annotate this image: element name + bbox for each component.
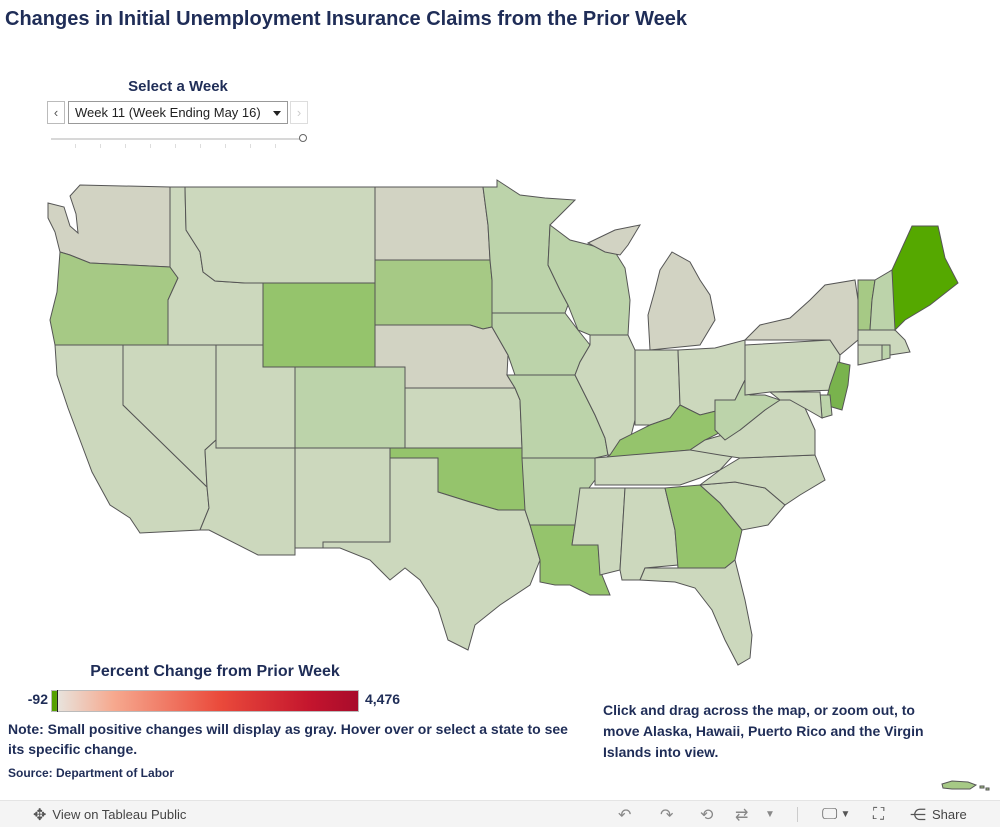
slider-tick — [225, 144, 226, 148]
slider-tick — [175, 144, 176, 148]
undo-button[interactable]: ↶ — [618, 801, 631, 828]
share-icon: ⋲ — [910, 806, 926, 824]
us-state-map[interactable] — [0, 170, 1000, 670]
state-MI[interactable] — [586, 224, 716, 351]
state-AZ[interactable] — [199, 438, 296, 556]
download-icon: 🖵 — [822, 805, 838, 823]
dashboard-title: Changes in Initial Unemployment Insuranc… — [5, 8, 688, 30]
state-WY[interactable] — [262, 282, 376, 368]
source-text: Source: Department of Labor — [8, 766, 175, 780]
refresh-button[interactable]: ⇄ — [735, 801, 748, 828]
state-NY[interactable] — [743, 279, 859, 356]
week-dropdown-value: Week 11 (Week Ending May 16) — [75, 105, 261, 120]
dropdown-caret-icon — [273, 111, 281, 116]
undo-icon: ↶ — [618, 806, 632, 824]
state-NH[interactable] — [869, 269, 896, 331]
slider-tick — [100, 144, 101, 148]
slider-tick — [125, 144, 126, 148]
legend-title: Percent Change from Prior Week — [90, 663, 340, 680]
state-NJ[interactable] — [824, 361, 851, 411]
note-text: Note: Small positive changes will displa… — [8, 721, 568, 757]
state-MD[interactable] — [768, 391, 823, 419]
state-NC[interactable] — [698, 454, 826, 506]
refresh-icon: ⇄ — [735, 806, 749, 824]
map-instruction-text: Click and drag across the map, or zoom o… — [603, 702, 924, 760]
state-NM[interactable] — [294, 447, 391, 549]
slider-tick — [75, 144, 76, 148]
redo-icon: ↷ — [660, 806, 674, 824]
state-MT[interactable] — [184, 186, 376, 284]
share-label: Share — [932, 807, 967, 822]
fullscreen-button[interactable]: ⛶ — [873, 801, 884, 828]
week-slider-thumb[interactable] — [299, 134, 307, 142]
state-TX[interactable] — [322, 457, 541, 651]
color-legend-bar — [51, 690, 359, 712]
week-filter-label: Select a Week — [128, 78, 228, 95]
legend-zero-marker — [57, 690, 58, 712]
view-on-tableau-public-link[interactable]: ✥ View on Tableau Public — [33, 801, 186, 828]
week-slider-track[interactable] — [51, 138, 303, 140]
slider-tick — [200, 144, 201, 148]
toolbar-divider — [797, 807, 798, 822]
fullscreen-icon: ⛶ — [873, 805, 885, 823]
state-CO[interactable] — [294, 366, 406, 449]
state-MA[interactable] — [857, 329, 911, 356]
state-ND[interactable] — [374, 186, 491, 261]
state-CT[interactable] — [857, 344, 883, 366]
previous-week-button[interactable]: ‹ — [47, 101, 65, 124]
week-dropdown[interactable]: Week 11 (Week Ending May 16) — [68, 101, 288, 124]
bottom-toolbar: ✥ View on Tableau Public ↶ ↷ ⟲ ⇄ ▼ 🖵 ▼ ⛶… — [0, 800, 1000, 827]
state-RI[interactable] — [881, 344, 891, 361]
revert-icon: ⟲ — [700, 806, 714, 824]
move-icon: ✥ — [33, 806, 47, 824]
view-on-tableau-public-label: View on Tableau Public — [52, 807, 187, 822]
share-button[interactable]: ⋲ Share — [910, 801, 967, 828]
chevron-down-icon: ▼ — [765, 809, 775, 820]
redo-button[interactable]: ↷ — [660, 801, 673, 828]
legend-max-label: 4,476 — [365, 691, 401, 707]
slider-tick — [275, 144, 276, 148]
state-FL[interactable] — [639, 559, 753, 666]
refresh-dropdown[interactable]: ▼ — [765, 801, 775, 828]
state-SD[interactable] — [374, 259, 493, 330]
next-week-button[interactable]: › — [290, 101, 308, 124]
chevron-left-icon: ‹ — [53, 105, 59, 120]
slider-tick — [250, 144, 251, 148]
slider-tick — [150, 144, 151, 148]
state-ME[interactable] — [891, 225, 959, 332]
state-PA[interactable] — [744, 339, 841, 396]
puerto-rico-shape[interactable] — [940, 778, 990, 792]
chevron-right-icon: › — [296, 105, 302, 120]
revert-button[interactable]: ⟲ — [700, 801, 713, 828]
state-KS[interactable] — [404, 387, 523, 449]
chevron-down-icon: ▼ — [840, 809, 851, 820]
state-OR[interactable] — [49, 251, 179, 346]
download-button[interactable]: 🖵 ▼ — [822, 801, 850, 828]
legend-min-label: -92 — [27, 691, 48, 707]
